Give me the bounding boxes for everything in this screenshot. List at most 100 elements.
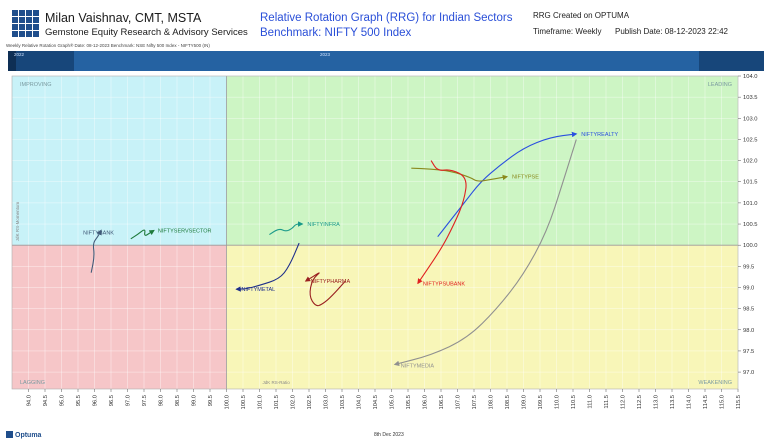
y-tick-label: 101.0	[743, 201, 758, 207]
x-tick-label: 106.0	[423, 395, 429, 410]
series-label-niftymetal: NIFTYMETAL	[241, 287, 275, 293]
x-tick-label: 115.5	[736, 395, 742, 409]
trail-niftymetal	[235, 242, 300, 292]
series-label-niftybank: NIFTYBANK	[83, 230, 114, 236]
x-tick-label: 111.0	[588, 395, 594, 409]
x-tick-label: 95.5	[76, 395, 82, 406]
trail-niftyservsector	[130, 229, 155, 240]
x-tick-label: 107.5	[472, 395, 478, 410]
x-axis: 94.0 94.5 95.0 95.5 96.0 96.5 97.0 97.5 98.0 98.5…	[27, 389, 742, 410]
x-tick-label: 102.0	[291, 395, 297, 410]
y-tick-label: 98.5	[743, 307, 754, 313]
y-tick-label: 99.5	[743, 264, 754, 270]
x-tick-label: 109.5	[538, 395, 544, 410]
trail-niftymedia	[393, 139, 577, 367]
x-tick-label: 113.5	[670, 395, 676, 409]
timeline-window[interactable]	[74, 51, 699, 71]
created-on-label: RRG Created on OPTUMA	[533, 11, 630, 20]
x-tick-label: 103.5	[340, 395, 346, 410]
timeline-caption-left: 2022	[14, 52, 25, 57]
series-label-niftyservsector: NIFTYSERVSECTOR	[158, 228, 212, 234]
chart-title-line2: Benchmark: NIFTY 500 Index	[260, 27, 412, 39]
x-tick-label: 105.0	[390, 395, 396, 410]
y-tick-label: 104.0	[743, 74, 758, 80]
x-tick-label: 108.0	[489, 395, 495, 410]
series-label-niftyrealty: NIFTYREALTY	[581, 132, 618, 138]
x-tick-label: 96.5	[109, 395, 115, 406]
x-tick-label: 94.0	[27, 395, 33, 406]
x-tick-label: 114.5	[703, 395, 709, 409]
x-tick-label: 95.0	[60, 395, 66, 406]
x-tick-label: 101.0	[258, 395, 264, 410]
x-tick-label: 101.5	[274, 395, 280, 410]
y-tick-label: 102.5	[743, 137, 758, 143]
quadrant-label-weakening: WEAKENING	[698, 380, 732, 386]
x-tick-label: 98.0	[159, 395, 165, 406]
x-axis-title: JdK RS-Ratio	[263, 380, 291, 385]
y-tick-label: 97.5	[743, 349, 754, 355]
x-tick-label: 110.5	[571, 395, 577, 409]
x-tick-label: 97.0	[126, 395, 132, 406]
y-tick-label: 97.0	[743, 370, 754, 376]
trail-niftypharma	[304, 272, 346, 307]
y-tick-label: 103.0	[743, 116, 758, 122]
author-name: Milan Vaishnav, CMT, MSTA	[45, 11, 202, 25]
trail-niftyinfra	[269, 221, 304, 236]
optuma-brand: Optuma	[15, 432, 42, 439]
timeline-caption-mid: 2023	[320, 52, 331, 57]
x-tick-label: 100.5	[241, 395, 247, 410]
quadrant-backgrounds	[12, 76, 738, 389]
series-label-niftypsubank: NIFTYPSUBANK	[423, 281, 466, 287]
y-tick-label: 101.5	[743, 180, 758, 186]
x-tick-label: 102.5	[307, 395, 313, 410]
firm-name: Gemstone Equity Research & Advisory Serv…	[45, 27, 248, 38]
timeline-navigator[interactable]: 2022 2023	[8, 51, 764, 71]
y-tick-label: 99.0	[743, 285, 754, 291]
x-tick-label: 106.5	[439, 395, 445, 410]
y-tick-label: 100.0	[743, 243, 758, 249]
x-tick-label: 96.0	[93, 395, 99, 406]
x-tick-label: 99.5	[208, 395, 214, 406]
x-tick-label: 98.5	[175, 395, 181, 406]
timeline-left-handle[interactable]	[8, 51, 16, 71]
x-tick-label: 115.0	[720, 395, 726, 409]
x-tick-label: 112.5	[637, 395, 643, 409]
quadrant-label-improving: IMPROVING	[20, 82, 51, 88]
x-tick-label: 107.0	[456, 395, 462, 410]
x-tick-label: 100.0	[225, 395, 231, 410]
x-tick-label: 99.0	[192, 395, 198, 406]
quadrant-weakening	[226, 245, 738, 389]
x-tick-label: 108.5	[505, 395, 511, 410]
x-tick-label: 97.5	[142, 395, 148, 406]
publish-date-label: Publish Date: 08-12-2023 22:42	[615, 27, 728, 36]
quadrant-label-leading: LEADING	[708, 82, 732, 88]
x-tick-label: 104.5	[373, 395, 379, 410]
chart-title-line1: Relative Rotation Graph (RRG) for Indian…	[260, 12, 513, 24]
y-tick-label: 100.5	[743, 222, 758, 228]
x-tick-label: 110.0	[555, 395, 561, 409]
footer-date: 8th Dec 2023	[374, 432, 404, 438]
x-tick-label: 113.0	[654, 395, 660, 409]
x-tick-label: 114.0	[687, 395, 693, 409]
y-axis: 104.0 103.5 103.0 102.5 102.0 101.5 101.0 100.5…	[738, 74, 758, 376]
series-label-niftypse: NIFTYPSE	[512, 175, 539, 181]
optuma-logo: Optuma	[6, 431, 41, 439]
x-tick-label: 111.5	[604, 395, 610, 409]
series-label-niftyinfra: NIFTYINFRA	[307, 222, 340, 228]
y-tick-label: 103.5	[743, 95, 758, 101]
rrg-chart: IMPROVING LEADING WEAKENING LAGGING JdK RS-R…	[11, 74, 758, 410]
x-tick-label: 94.5	[43, 395, 49, 406]
y-tick-label: 98.0	[743, 328, 754, 334]
x-tick-label: 104.0	[357, 395, 363, 410]
x-tick-label: 103.0	[324, 395, 330, 410]
trail-niftypsubank	[417, 160, 467, 285]
quadrant-labels: IMPROVING LEADING WEAKENING LAGGING JdK RS-R…	[15, 82, 732, 386]
quadrant-lagging	[12, 245, 227, 389]
chart-subline: Weekly Relative Rotation Graph® Date: 08…	[6, 43, 210, 48]
x-tick-label: 105.5	[406, 395, 412, 410]
optuma-mark-icon	[6, 431, 13, 438]
chart-title: Relative Rotation Graph (RRG) for Indian…	[260, 11, 512, 41]
series-label-niftypharma: NIFTYPHARMA	[311, 279, 351, 285]
trail-niftybank	[90, 229, 102, 273]
y-axis-title: JdK RS-Momentum	[15, 202, 20, 242]
